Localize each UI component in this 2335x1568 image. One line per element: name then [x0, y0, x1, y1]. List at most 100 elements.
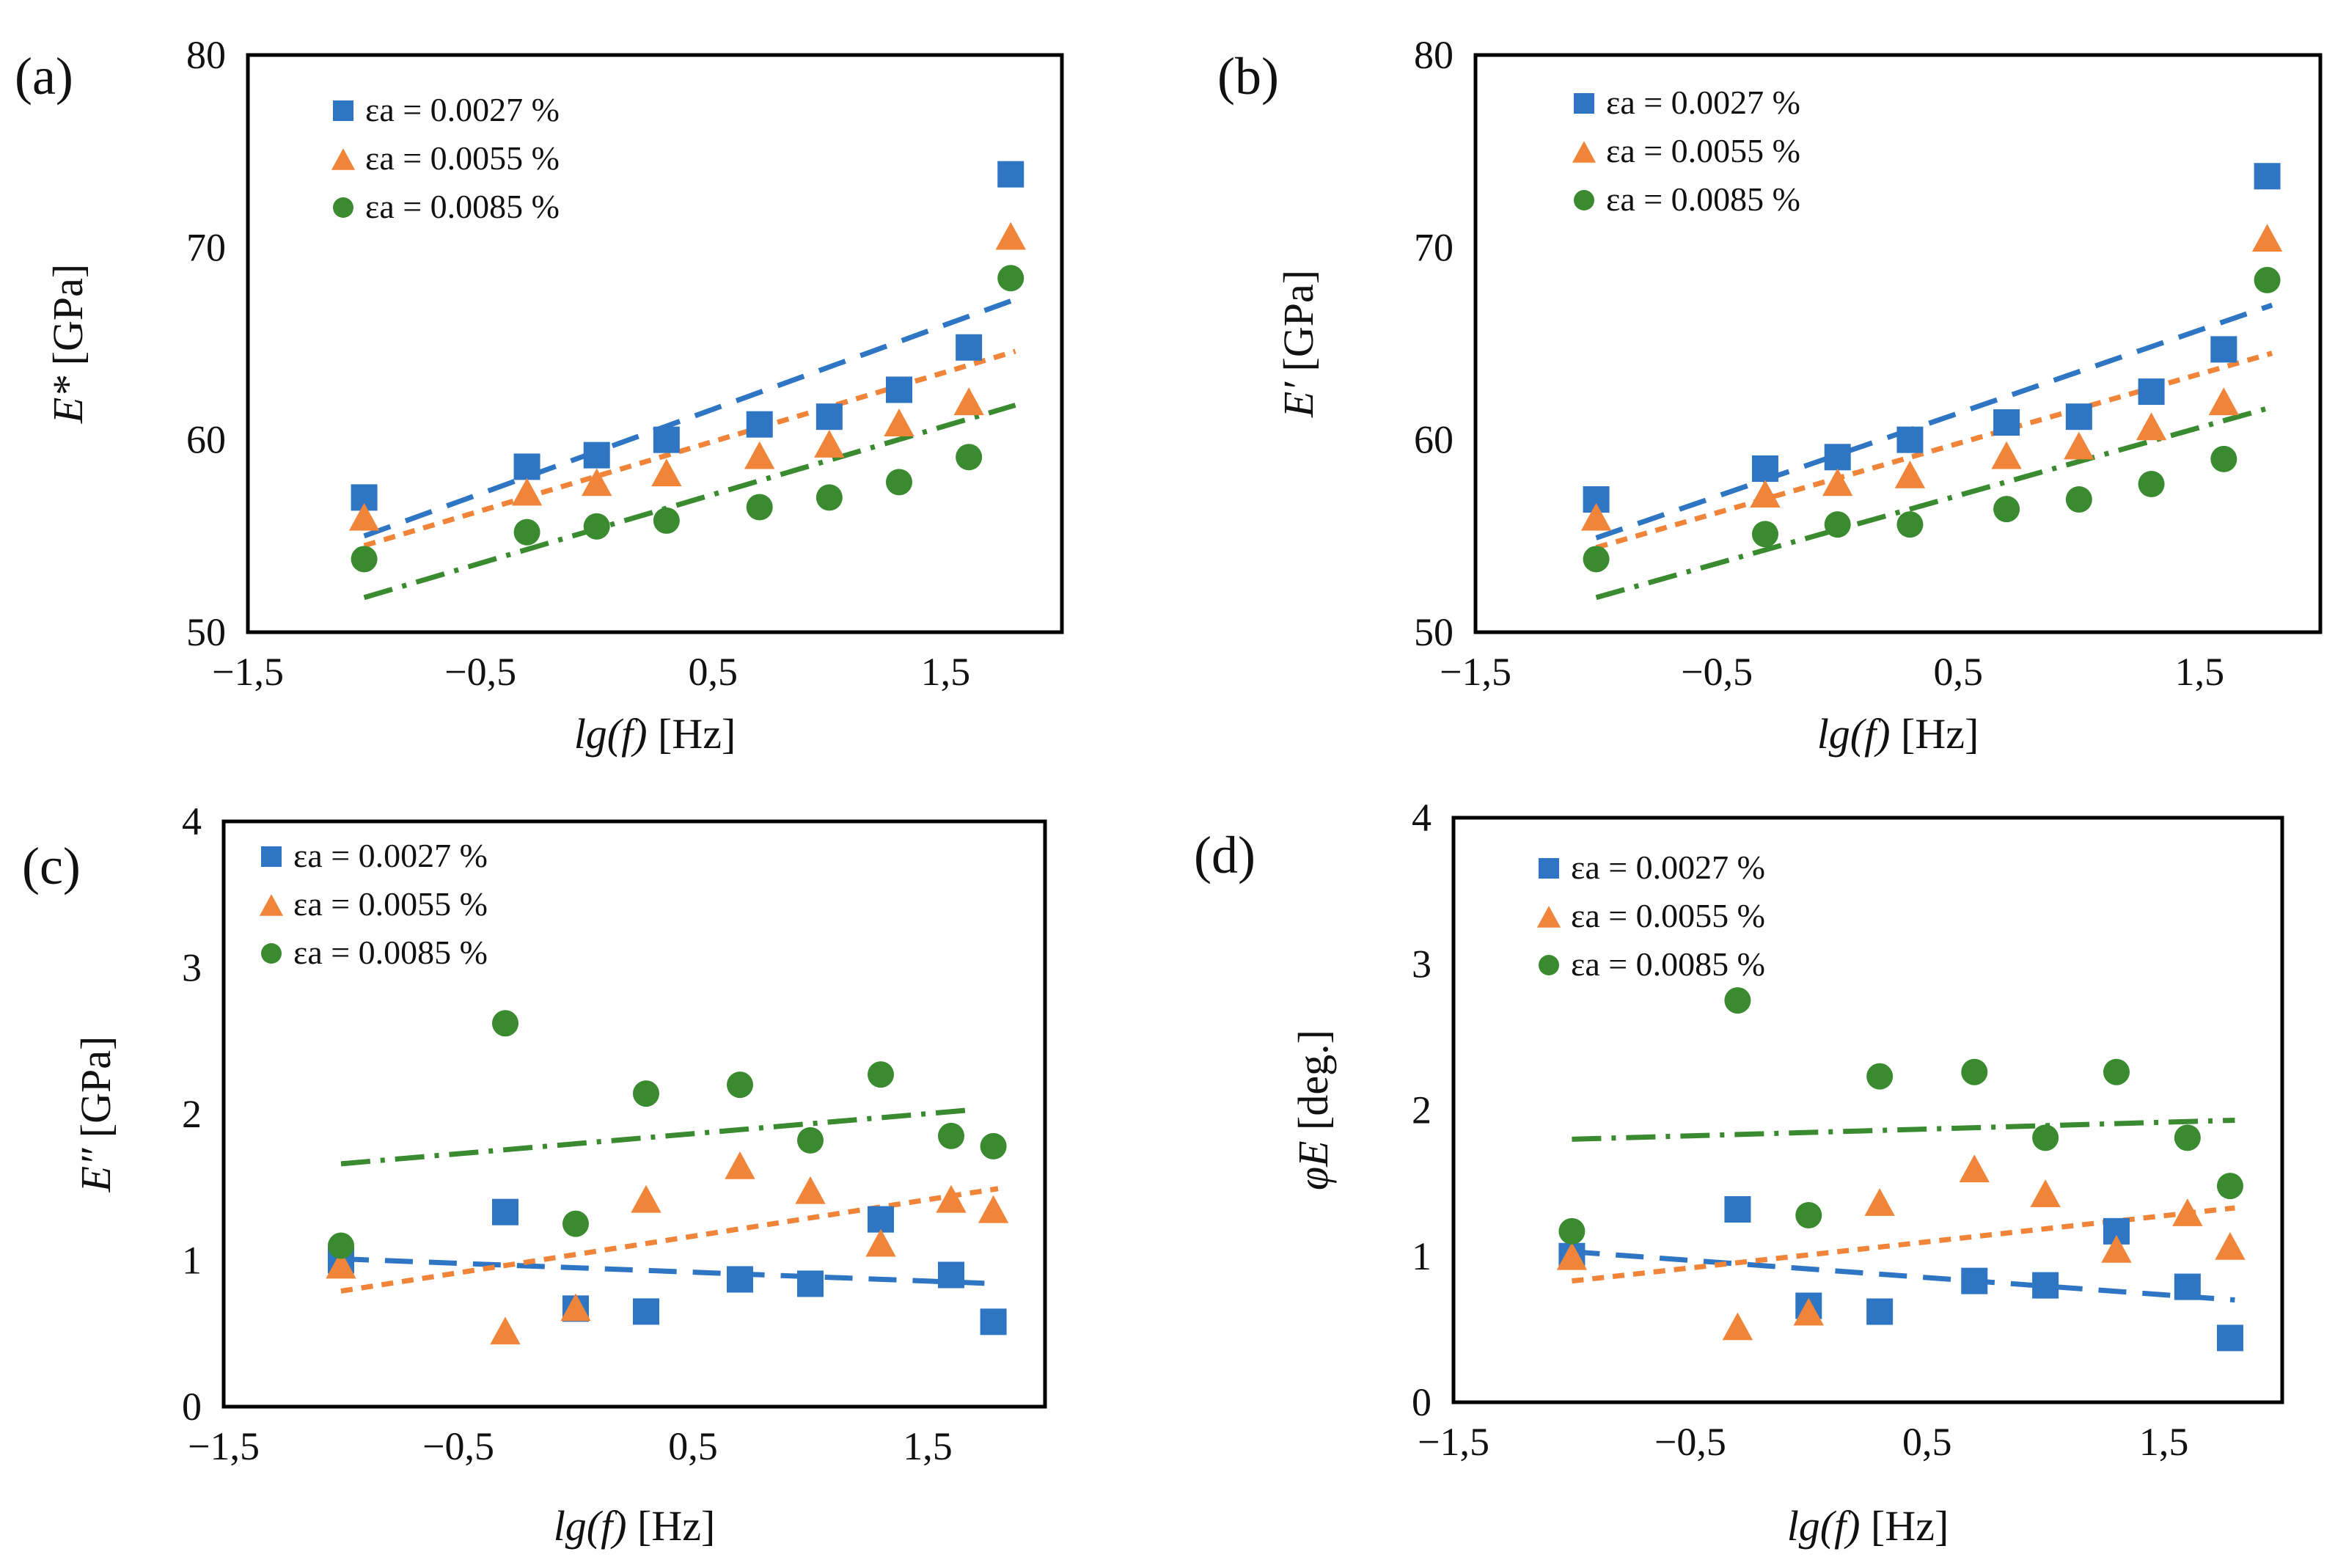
y-tick-label: 60 [186, 418, 226, 462]
x-axis-title-main: lg(f) [554, 1502, 627, 1550]
y-axis-title-unit: [GPa] [72, 1036, 120, 1148]
panel-a: (a) 50 60 70 80 −1,5 −0,5 0,5 1,5 lg(f) [Hz] E* [G… [15, 33, 1064, 758]
legend-marker-series-1 [1539, 858, 1559, 879]
x-tick-label: −0,5 [422, 1424, 494, 1468]
y-tick-label: 1 [182, 1239, 202, 1283]
data-point-series-3 [2216, 1173, 2243, 1200]
data-point-series-1 [1961, 1267, 1988, 1294]
data-point-series-2 [1556, 1242, 1588, 1270]
data-point-series-1 [2138, 378, 2165, 406]
x-tick-label: 1,5 [2139, 1420, 2189, 1464]
y-axis-title: E″ [GPa] [72, 1036, 120, 1193]
y-tick-label: 60 [1414, 418, 1454, 462]
data-point-series-2 [1750, 480, 1781, 508]
x-tick-label: −1,5 [188, 1424, 260, 1468]
legend-marker-series-2 [259, 894, 284, 916]
y-tick-label: 0 [182, 1385, 202, 1429]
plot-frame [221, 819, 1047, 1409]
data-point-series-2 [725, 1151, 755, 1179]
x-axis-title-main: lg(f) [1817, 710, 1891, 758]
y-axis-title-main: φE [1289, 1140, 1337, 1190]
data-point-series-2 [1991, 441, 2022, 469]
trend-line-series-2 [1595, 351, 2273, 550]
data-point-series-1 [1866, 1298, 1894, 1325]
panel-label: (a) [15, 47, 73, 106]
data-point-series-2 [2251, 224, 2283, 252]
data-point-series-3 [980, 1132, 1007, 1159]
plot-frame [1473, 53, 2323, 634]
data-point-series-1 [633, 1298, 659, 1325]
data-point-series-3 [886, 469, 912, 496]
legend-label: εa = 0.0085 % [1606, 180, 1800, 218]
data-point-series-3 [2174, 1124, 2201, 1151]
data-point-series-3 [1824, 511, 1851, 538]
x-tick-label: −1,5 [1418, 1420, 1489, 1464]
x-tick-label: 0,5 [1902, 1420, 1952, 1464]
legend-marker-series-2 [331, 148, 356, 170]
data-point-series-2 [651, 458, 682, 487]
data-point-series-3 [653, 507, 680, 534]
data-point-series-1 [2065, 403, 2092, 431]
legend-marker-series-3 [1574, 190, 1594, 210]
data-point-series-2 [884, 409, 914, 436]
data-point-series-1 [1751, 455, 1778, 483]
trend-line-series-3 [363, 403, 1016, 601]
legend-label: εa = 0.0085 % [293, 934, 488, 971]
x-tick-label: −1,5 [1440, 650, 1511, 694]
y-tick-label: 70 [186, 225, 226, 269]
x-tick-label: −1,5 [212, 650, 284, 694]
data-point-series-3 [583, 513, 610, 540]
data-point-series-1 [583, 442, 610, 469]
legend-label: εa = 0.0055 % [1606, 132, 1800, 169]
data-point-series-3 [1583, 546, 1610, 573]
x-tick-label: 1,5 [2175, 650, 2225, 694]
data-point-series-2 [1894, 460, 1926, 488]
trend-line-series-1 [1572, 1249, 2235, 1303]
data-point-series-2 [744, 441, 775, 469]
data-point-series-2 [2030, 1179, 2061, 1207]
y-tick-label: 80 [1414, 33, 1454, 77]
x-axis-title-unit: [Hz] [648, 710, 736, 758]
data-point-series-3 [2103, 1058, 2130, 1085]
y-axis-title-unit: [GPa] [44, 264, 92, 376]
trend-line-series-1 [340, 1256, 999, 1286]
legend-marker-series-2 [1536, 906, 1561, 928]
data-point-series-1 [1896, 426, 1924, 453]
data-point-series-2 [2064, 431, 2094, 460]
data-point-series-3 [868, 1061, 894, 1088]
data-point-series-1 [1993, 409, 2020, 436]
legend-marker-series-3 [333, 197, 353, 218]
y-tick-label: 3 [182, 946, 202, 990]
data-point-series-3 [797, 1126, 824, 1154]
data-point-series-3 [727, 1071, 753, 1099]
data-point-series-1 [797, 1270, 824, 1297]
legend-label: εa = 0.0085 % [365, 188, 560, 225]
data-point-series-2 [1722, 1312, 1753, 1341]
data-point-series-3 [492, 1010, 518, 1037]
y-axis-title-unit: [deg.] [1289, 1030, 1337, 1140]
x-tick-label: −0,5 [444, 650, 516, 694]
legend-label: εa = 0.0055 % [1571, 897, 1765, 934]
panel-d: (d) 0 1 2 3 4 −1,5 −0,5 0,5 1,5 lg(f) [Hz] φE [deg.… [1194, 796, 2284, 1550]
data-point-series-2 [1864, 1188, 1895, 1216]
y-tick-label: 70 [1414, 225, 1454, 269]
data-point-series-3 [1961, 1058, 1988, 1085]
trend-line-series-3 [1572, 1117, 2235, 1142]
trend-line-series-2 [1572, 1205, 2235, 1284]
data-point-series-2 [582, 468, 612, 497]
plot-frame [1451, 816, 2284, 1404]
panel-label: (b) [1217, 47, 1279, 106]
data-point-series-2 [2101, 1234, 2132, 1263]
x-tick-label: 0,5 [668, 1424, 718, 1468]
data-point-series-2 [2215, 1231, 2246, 1260]
x-axis-title: lg(f) [Hz] [574, 710, 736, 758]
data-point-series-2 [995, 221, 1026, 250]
data-point-series-1 [2210, 336, 2237, 363]
y-axis-title: φE [deg.] [1289, 1030, 1337, 1190]
data-point-series-1 [886, 376, 912, 403]
data-point-series-1 [980, 1308, 1007, 1336]
y-tick-label: 80 [186, 33, 226, 77]
legend-marker-series-3 [1539, 955, 1559, 975]
y-axis-title: E′ [GPa] [1275, 270, 1322, 418]
x-tick-label: 0,5 [689, 650, 738, 694]
